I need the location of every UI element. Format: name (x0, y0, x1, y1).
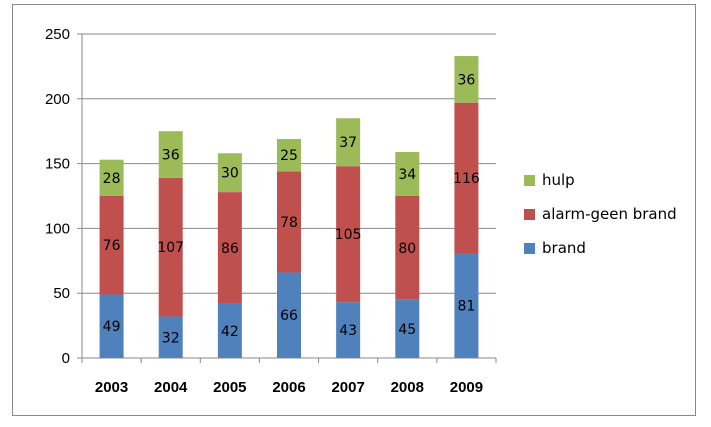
bar-segment (277, 272, 301, 358)
data-label: 42 (221, 324, 239, 340)
bar-segment (336, 118, 361, 167)
data-label: 30 (221, 166, 239, 182)
bar-segment (454, 56, 479, 103)
x-tick-label: 2003 (95, 379, 128, 396)
data-label: 80 (398, 241, 416, 257)
bar-segment (336, 302, 361, 358)
data-label: 66 (280, 308, 298, 324)
y-tick-label: 50 (53, 285, 70, 302)
x-tick-label: 2009 (450, 379, 483, 396)
bars (99, 56, 479, 358)
bar-segment (454, 102, 479, 254)
legend-swatch (524, 175, 535, 186)
x-tick-label: 2004 (154, 379, 188, 396)
legend: hulp alarm-geen brand brand (524, 171, 677, 257)
y-tick-label: 100 (45, 220, 70, 237)
axes: 0 50 100 150 200 250 2003 2004 2005 2006 2007 2008 2… (45, 26, 497, 396)
data-label: 28 (103, 171, 121, 187)
bar-segment (158, 131, 183, 178)
bar-segment (454, 253, 479, 358)
data-label: 49 (103, 319, 121, 335)
legend-label: brand (542, 239, 586, 257)
y-tick-label: 0 (62, 350, 70, 367)
bar-segment (99, 159, 124, 196)
data-label: 36 (162, 148, 180, 164)
legend-label: alarm-geen brand (542, 205, 677, 223)
data-label: 116 (453, 171, 480, 187)
data-label: 107 (157, 240, 184, 256)
bar-segment (277, 138, 301, 172)
data-label: 36 (458, 72, 476, 88)
bar-segment (395, 151, 420, 196)
bar-segment (217, 192, 242, 304)
bar-segment (395, 196, 420, 300)
bar-segment (395, 299, 420, 358)
data-label: 32 (162, 330, 180, 346)
bar-segment (99, 294, 124, 358)
legend-swatch (524, 243, 535, 254)
y-tick-label: 150 (45, 156, 70, 173)
x-tick-label: 2008 (391, 379, 424, 396)
data-label: 45 (398, 322, 416, 338)
bar-segment (336, 166, 361, 303)
legend-swatch (524, 209, 535, 220)
bar-segment (217, 303, 242, 358)
data-label: 76 (103, 238, 121, 254)
data-label: 37 (339, 135, 357, 151)
y-tick-label: 200 (45, 91, 70, 108)
bar-segment (277, 171, 301, 273)
data-label: 34 (398, 167, 416, 183)
data-label: 81 (458, 299, 476, 315)
data-label: 78 (280, 215, 298, 231)
bar-segment (217, 153, 242, 193)
data-label: 105 (335, 227, 362, 243)
x-tick-label: 2005 (213, 379, 246, 396)
data-labels: 49 76 28 32 107 36 42 86 30 66 78 25 43 105 37 45 80 34 81… (103, 72, 480, 346)
bar-segment (99, 196, 124, 295)
x-tick-label: 2006 (272, 379, 305, 396)
data-label: 43 (339, 323, 357, 339)
x-tick-label: 2007 (331, 379, 364, 396)
legend-label: hulp (542, 171, 575, 189)
bar-segment (158, 177, 183, 317)
data-label: 86 (221, 241, 239, 257)
data-label: 25 (280, 148, 298, 164)
y-tick-label: 250 (45, 26, 70, 43)
bar-segment (158, 316, 183, 358)
